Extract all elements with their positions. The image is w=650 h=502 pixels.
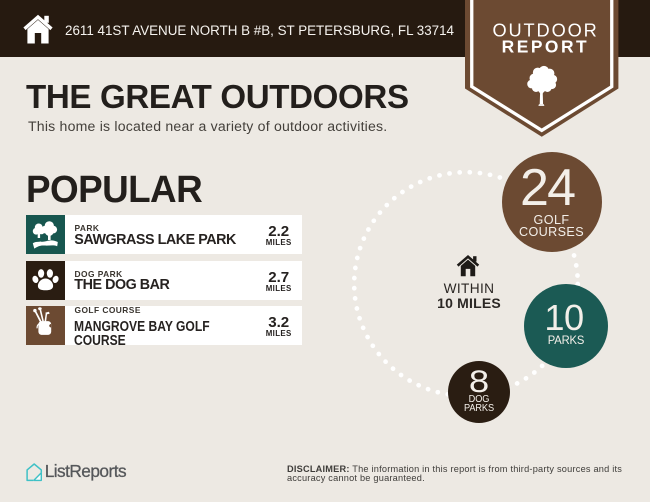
svg-text:REPORT: REPORT (502, 37, 589, 57)
svg-text:OUTDOOR: OUTDOOR (492, 21, 598, 41)
